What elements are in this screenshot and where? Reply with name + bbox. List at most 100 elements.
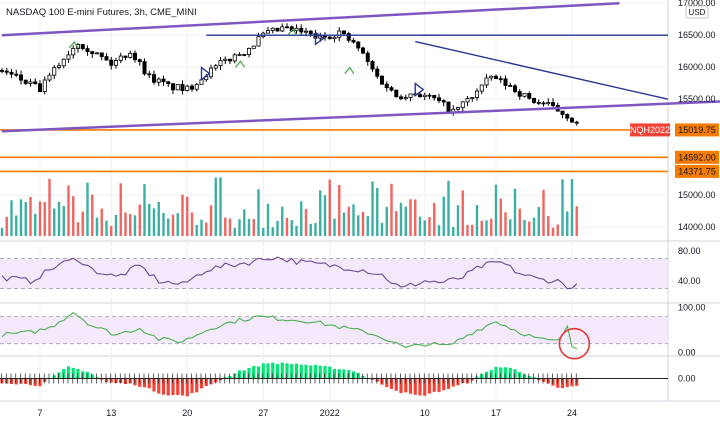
histogram-bar xyxy=(551,378,555,386)
candle-body xyxy=(166,81,171,85)
symbol-tag[interactable] xyxy=(630,123,670,137)
histogram-bar xyxy=(204,378,208,386)
time-tick-label: 2022 xyxy=(320,408,340,418)
volume-bar xyxy=(247,218,251,236)
histogram-bar xyxy=(252,365,256,379)
rsi-pane[interactable]: 80.00 40.00 xyxy=(0,246,701,290)
volume-bar xyxy=(575,206,578,236)
oscillator-pane[interactable]: 100.00 0.00 xyxy=(0,303,706,360)
trend-lines[interactable] xyxy=(206,34,669,100)
histogram-bar xyxy=(299,364,303,379)
volume-bar xyxy=(361,211,365,236)
candle-body xyxy=(498,78,503,81)
volume-bar xyxy=(281,206,284,236)
volume-bar xyxy=(143,184,146,236)
volume-bar xyxy=(376,188,379,236)
volume-bar xyxy=(233,227,236,236)
volume-bar xyxy=(357,215,360,236)
volume-bar xyxy=(29,196,32,236)
candle-body xyxy=(4,70,9,73)
candle-body xyxy=(375,68,380,77)
volume-bar xyxy=(10,200,13,236)
oscillator-tick-label: 100.00 xyxy=(678,303,706,313)
volume-bar xyxy=(114,214,118,236)
histogram-bar xyxy=(81,371,85,379)
volume-bar xyxy=(53,208,56,236)
histogram-bar xyxy=(66,366,71,379)
channel-lines[interactable] xyxy=(1,1,720,133)
candle-body xyxy=(99,52,104,58)
price-tick-label: 16500.00 xyxy=(678,30,716,40)
candle-body xyxy=(356,41,361,49)
histogram-bar xyxy=(185,378,189,397)
candle-body xyxy=(455,107,460,110)
symbol-tag-label: NQH2022 xyxy=(630,125,670,135)
level-badge[interactable] xyxy=(675,150,719,164)
volume-bar xyxy=(238,219,241,236)
price-axis[interactable]: 17000.00 16500.00 16000.00 15500.00 15000.00… xyxy=(630,0,719,232)
channel-line[interactable] xyxy=(1,99,720,133)
histogram-bar xyxy=(147,378,151,389)
histogram-bar xyxy=(119,378,123,383)
volume-bar xyxy=(338,185,341,236)
horizontal-levels[interactable] xyxy=(0,129,668,173)
histogram-bar xyxy=(43,378,47,382)
candle-body xyxy=(90,51,95,55)
currency-badge[interactable]: USD xyxy=(685,5,709,19)
histogram-bar xyxy=(275,364,280,379)
candle-body xyxy=(532,97,537,103)
volume-bar xyxy=(471,224,474,236)
time-axis[interactable]: 7 13 20 27 2022 10 17 24 xyxy=(37,408,577,418)
oscillator-line[interactable] xyxy=(1,312,578,350)
channel-line[interactable] xyxy=(1,1,620,37)
volume-bar xyxy=(518,208,521,236)
candle-body xyxy=(85,48,90,53)
volume-bar xyxy=(295,226,298,236)
candle-body xyxy=(327,36,332,40)
histogram-bar xyxy=(332,368,337,379)
volume-bars xyxy=(0,177,578,236)
rsi-band xyxy=(0,258,668,289)
volume-bar xyxy=(399,202,403,236)
histogram-bar xyxy=(404,378,408,393)
histogram-bar xyxy=(242,370,246,379)
volume-bar xyxy=(475,205,479,236)
histogram-bar xyxy=(356,372,360,379)
histogram-bar xyxy=(142,378,147,388)
volume-bar xyxy=(528,221,531,236)
histogram-bar xyxy=(309,365,313,379)
volume-bar xyxy=(152,208,156,236)
price-pane[interactable] xyxy=(0,1,720,236)
volume-bar xyxy=(81,211,84,236)
candle-body xyxy=(175,84,180,91)
candle-body xyxy=(242,54,247,56)
candle-body xyxy=(180,84,185,92)
candle-body xyxy=(185,85,190,92)
pattern-mark xyxy=(235,60,245,68)
candle-body xyxy=(484,77,489,86)
candle-body xyxy=(460,101,465,109)
histogram-bar xyxy=(489,370,493,379)
volume-bar xyxy=(466,224,469,236)
volume-bar xyxy=(5,217,8,236)
candle-body xyxy=(246,47,251,55)
level-badge[interactable] xyxy=(675,164,719,178)
histogram-bar xyxy=(138,378,142,387)
volume-bar xyxy=(67,185,70,236)
volume-bar xyxy=(157,201,160,236)
time-tick-label: 27 xyxy=(258,408,268,418)
candle-body xyxy=(109,59,114,66)
momentum-histogram-pane[interactable]: 0.00 xyxy=(0,362,696,397)
trend-line[interactable] xyxy=(415,40,669,100)
histogram-bar xyxy=(570,378,574,387)
rsi-line[interactable] xyxy=(1,256,578,290)
volume-bar xyxy=(129,214,132,236)
histogram-bar xyxy=(456,378,460,386)
volume-bar xyxy=(72,196,75,236)
histogram-bar xyxy=(389,378,394,389)
candle-body xyxy=(223,58,228,61)
histogram-bar xyxy=(361,375,365,379)
level-badge[interactable] xyxy=(675,123,719,137)
volume-bar xyxy=(428,216,431,236)
